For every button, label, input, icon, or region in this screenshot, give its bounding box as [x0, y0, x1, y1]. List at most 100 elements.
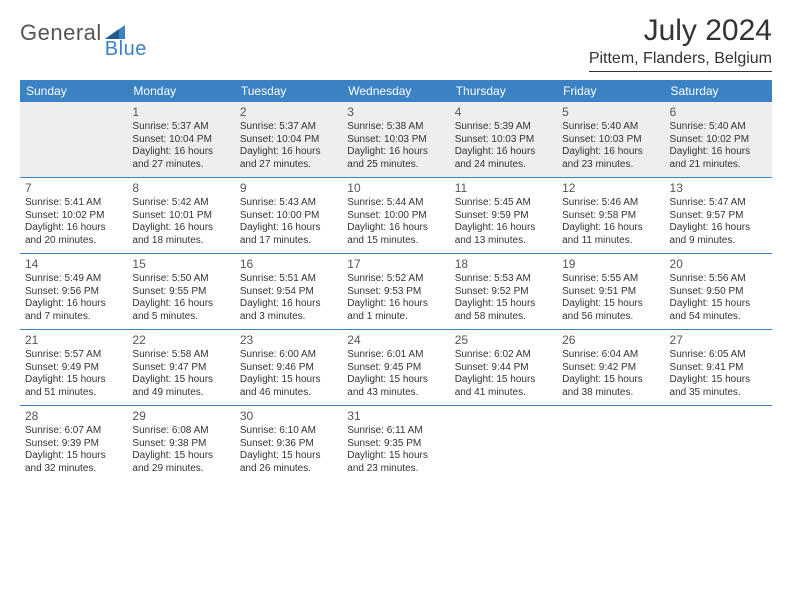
day-number: 23: [240, 333, 337, 348]
sunset-text: Sunset: 9:35 PM: [347, 438, 444, 451]
daylight-text: Daylight: 16 hours and 17 minutes.: [240, 222, 337, 247]
day-number: 8: [132, 181, 229, 196]
sunrise-text: Sunrise: 5:53 AM: [455, 273, 552, 286]
calendar-day-cell: 22Sunrise: 5:58 AMSunset: 9:47 PMDayligh…: [127, 330, 234, 406]
title-block: July 2024 Pittem, Flanders, Belgium: [589, 14, 772, 72]
day-number: 17: [347, 257, 444, 272]
sunrise-text: Sunrise: 5:51 AM: [240, 273, 337, 286]
header: General Blue July 2024 Pittem, Flanders,…: [20, 14, 772, 72]
calendar-day-cell: 3Sunrise: 5:38 AMSunset: 10:03 PMDayligh…: [342, 102, 449, 178]
day-header: Tuesday: [235, 80, 342, 102]
sunrise-text: Sunrise: 6:04 AM: [562, 349, 659, 362]
sunset-text: Sunset: 9:47 PM: [132, 362, 229, 375]
daylight-text: Daylight: 15 hours and 32 minutes.: [25, 450, 122, 475]
calendar-day-cell: 10Sunrise: 5:44 AMSunset: 10:00 PMDaylig…: [342, 178, 449, 254]
logo-text-blue: Blue: [105, 38, 147, 61]
day-number: 6: [670, 105, 767, 120]
sunset-text: Sunset: 9:55 PM: [132, 286, 229, 299]
day-number: 27: [670, 333, 767, 348]
sunrise-text: Sunrise: 5:37 AM: [240, 121, 337, 134]
daylight-text: Daylight: 15 hours and 51 minutes.: [25, 374, 122, 399]
sunset-text: Sunset: 9:52 PM: [455, 286, 552, 299]
sunset-text: Sunset: 10:00 PM: [347, 210, 444, 223]
sunrise-text: Sunrise: 5:50 AM: [132, 273, 229, 286]
sunrise-text: Sunrise: 6:11 AM: [347, 425, 444, 438]
calendar-day-cell: 12Sunrise: 5:46 AMSunset: 9:58 PMDayligh…: [557, 178, 664, 254]
sunrise-text: Sunrise: 5:49 AM: [25, 273, 122, 286]
daylight-text: Daylight: 15 hours and 46 minutes.: [240, 374, 337, 399]
day-header: Monday: [127, 80, 234, 102]
daylight-text: Daylight: 16 hours and 11 minutes.: [562, 222, 659, 247]
sunset-text: Sunset: 9:45 PM: [347, 362, 444, 375]
calendar-day-cell: 4Sunrise: 5:39 AMSunset: 10:03 PMDayligh…: [450, 102, 557, 178]
sunrise-text: Sunrise: 5:40 AM: [670, 121, 767, 134]
sunset-text: Sunset: 9:44 PM: [455, 362, 552, 375]
day-header: Sunday: [20, 80, 127, 102]
sunrise-text: Sunrise: 5:57 AM: [25, 349, 122, 362]
day-header-row: Sunday Monday Tuesday Wednesday Thursday…: [20, 80, 772, 102]
sunrise-text: Sunrise: 5:43 AM: [240, 197, 337, 210]
sunrise-text: Sunrise: 5:44 AM: [347, 197, 444, 210]
day-number: 1: [132, 105, 229, 120]
day-number: 26: [562, 333, 659, 348]
calendar-week-row: 21Sunrise: 5:57 AMSunset: 9:49 PMDayligh…: [20, 330, 772, 406]
calendar-day-cell: 2Sunrise: 5:37 AMSunset: 10:04 PMDayligh…: [235, 102, 342, 178]
calendar-day-cell: 7Sunrise: 5:41 AMSunset: 10:02 PMDayligh…: [20, 178, 127, 254]
calendar-day-cell: 31Sunrise: 6:11 AMSunset: 9:35 PMDayligh…: [342, 406, 449, 482]
sunset-text: Sunset: 9:38 PM: [132, 438, 229, 451]
calendar-day-cell: 24Sunrise: 6:01 AMSunset: 9:45 PMDayligh…: [342, 330, 449, 406]
sunrise-text: Sunrise: 5:46 AM: [562, 197, 659, 210]
daylight-text: Daylight: 15 hours and 38 minutes.: [562, 374, 659, 399]
sunset-text: Sunset: 10:01 PM: [132, 210, 229, 223]
calendar-day-cell: 29Sunrise: 6:08 AMSunset: 9:38 PMDayligh…: [127, 406, 234, 482]
calendar-day-cell: 28Sunrise: 6:07 AMSunset: 9:39 PMDayligh…: [20, 406, 127, 482]
daylight-text: Daylight: 16 hours and 9 minutes.: [670, 222, 767, 247]
sunset-text: Sunset: 10:04 PM: [132, 134, 229, 147]
sunset-text: Sunset: 9:49 PM: [25, 362, 122, 375]
calendar-table: Sunday Monday Tuesday Wednesday Thursday…: [20, 80, 772, 481]
day-number: 20: [670, 257, 767, 272]
sunrise-text: Sunrise: 6:00 AM: [240, 349, 337, 362]
day-number: 16: [240, 257, 337, 272]
daylight-text: Daylight: 15 hours and 35 minutes.: [670, 374, 767, 399]
calendar-day-cell: 6Sunrise: 5:40 AMSunset: 10:02 PMDayligh…: [665, 102, 772, 178]
day-number: 29: [132, 409, 229, 424]
calendar-day-cell: 19Sunrise: 5:55 AMSunset: 9:51 PMDayligh…: [557, 254, 664, 330]
sunset-text: Sunset: 9:39 PM: [25, 438, 122, 451]
daylight-text: Daylight: 16 hours and 27 minutes.: [240, 146, 337, 171]
calendar-day-cell: 15Sunrise: 5:50 AMSunset: 9:55 PMDayligh…: [127, 254, 234, 330]
day-number: 9: [240, 181, 337, 196]
day-number: 15: [132, 257, 229, 272]
day-number: 24: [347, 333, 444, 348]
sunrise-text: Sunrise: 6:08 AM: [132, 425, 229, 438]
calendar-day-cell: 13Sunrise: 5:47 AMSunset: 9:57 PMDayligh…: [665, 178, 772, 254]
sunset-text: Sunset: 10:03 PM: [562, 134, 659, 147]
sunset-text: Sunset: 9:50 PM: [670, 286, 767, 299]
calendar-day-cell: [665, 406, 772, 482]
logo: General Blue: [20, 14, 169, 46]
day-number: 11: [455, 181, 552, 196]
calendar-day-cell: [20, 102, 127, 178]
sunrise-text: Sunrise: 5:41 AM: [25, 197, 122, 210]
day-number: 31: [347, 409, 444, 424]
daylight-text: Daylight: 16 hours and 13 minutes.: [455, 222, 552, 247]
sunset-text: Sunset: 9:53 PM: [347, 286, 444, 299]
calendar-day-cell: 23Sunrise: 6:00 AMSunset: 9:46 PMDayligh…: [235, 330, 342, 406]
calendar-day-cell: 17Sunrise: 5:52 AMSunset: 9:53 PMDayligh…: [342, 254, 449, 330]
sunrise-text: Sunrise: 5:42 AM: [132, 197, 229, 210]
sunrise-text: Sunrise: 5:37 AM: [132, 121, 229, 134]
sunset-text: Sunset: 10:02 PM: [670, 134, 767, 147]
sunset-text: Sunset: 9:58 PM: [562, 210, 659, 223]
day-number: 30: [240, 409, 337, 424]
sunrise-text: Sunrise: 6:07 AM: [25, 425, 122, 438]
sunset-text: Sunset: 9:59 PM: [455, 210, 552, 223]
sunrise-text: Sunrise: 5:39 AM: [455, 121, 552, 134]
day-number: 18: [455, 257, 552, 272]
daylight-text: Daylight: 16 hours and 1 minute.: [347, 298, 444, 323]
calendar-week-row: 28Sunrise: 6:07 AMSunset: 9:39 PMDayligh…: [20, 406, 772, 482]
daylight-text: Daylight: 16 hours and 5 minutes.: [132, 298, 229, 323]
sunrise-text: Sunrise: 5:47 AM: [670, 197, 767, 210]
day-number: 19: [562, 257, 659, 272]
calendar-week-row: 7Sunrise: 5:41 AMSunset: 10:02 PMDayligh…: [20, 178, 772, 254]
daylight-text: Daylight: 16 hours and 23 minutes.: [562, 146, 659, 171]
